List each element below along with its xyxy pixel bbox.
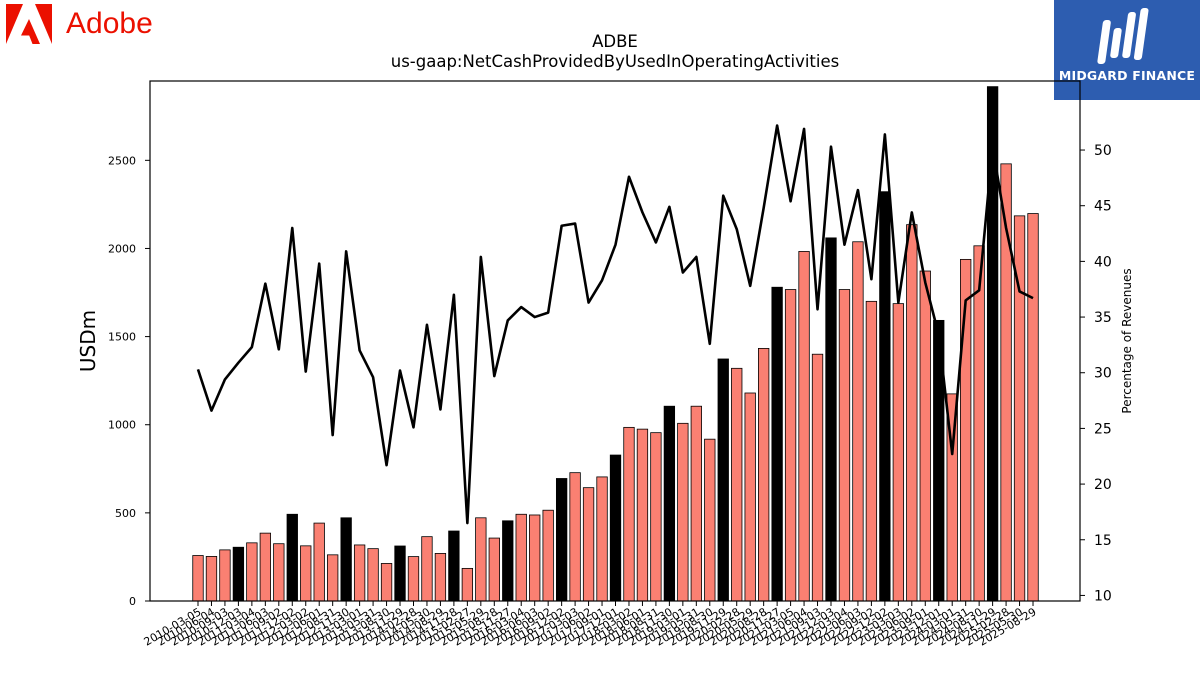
y-tick-label: 2500 <box>108 154 136 167</box>
y-axis-label: USDm <box>76 310 100 372</box>
quarter-bar <box>300 545 312 602</box>
y2-tick-label: 20 <box>1094 477 1112 493</box>
quarter-bar <box>461 567 474 602</box>
quarter-bar <box>892 303 904 602</box>
quarter-bar <box>758 347 770 602</box>
quarter-bar <box>219 549 231 602</box>
quarter-bar <box>798 251 810 602</box>
quarter-bar <box>704 438 716 602</box>
quarter-bar <box>690 405 702 602</box>
quarter-bar <box>273 543 285 602</box>
quarter-bar <box>650 432 662 602</box>
midgard-finance-badge: MIDGARD FINANCE <box>1054 0 1200 100</box>
quarter-bar <box>488 537 500 602</box>
y2-tick-label: 45 <box>1094 199 1112 215</box>
quarter-bar <box>852 241 864 602</box>
quarter-bar <box>407 556 420 602</box>
fiscal-year-bar <box>502 520 514 602</box>
quarter-bar <box>1027 213 1039 602</box>
quarter-bar <box>246 542 258 602</box>
y2-tick-label: 25 <box>1094 421 1112 437</box>
y2-tick-label: 35 <box>1094 310 1112 326</box>
quarter-bar <box>677 422 689 602</box>
quarter-bar <box>744 392 756 602</box>
quarter-bar <box>569 472 581 602</box>
quarter-bar <box>327 554 339 602</box>
quarter-bar <box>906 224 918 602</box>
adobe-brand: Adobe <box>6 4 153 44</box>
fiscal-year-bar <box>717 358 729 602</box>
quarter-bar <box>313 522 325 602</box>
quarter-bar <box>434 553 447 602</box>
fiscal-year-bar <box>394 545 406 602</box>
fiscal-year-bar <box>663 405 676 602</box>
quarter-bar <box>259 532 271 602</box>
quarter-bar <box>731 367 743 602</box>
chart-subtitle: us-gaap:NetCashProvidedByUsedInOperating… <box>390 52 840 71</box>
fiscal-year-bar <box>879 191 891 602</box>
midgard-logo-icon <box>1097 8 1149 64</box>
quarter-bar <box>542 509 554 602</box>
y2-axis-label: Percentage of Revenues <box>1120 268 1134 413</box>
chart-title: ADBE <box>592 32 638 51</box>
quarter-bar <box>784 289 797 602</box>
quarter-bar <box>421 536 433 602</box>
y-tick-label: 1000 <box>108 419 136 432</box>
quarter-bar <box>380 563 393 602</box>
y2-tick-label: 50 <box>1094 143 1112 159</box>
quarter-bar <box>582 487 595 602</box>
quarter-bar <box>623 426 635 602</box>
y-tick-label: 2000 <box>108 242 136 255</box>
quarter-bar <box>529 514 541 602</box>
fiscal-year-bar <box>555 478 568 602</box>
quarter-bar <box>636 428 649 602</box>
quarter-bar <box>973 245 985 602</box>
plot-frame <box>149 80 1081 602</box>
y2-tick-label: 30 <box>1094 366 1112 382</box>
fiscal-year-bar <box>825 237 837 602</box>
fiscal-year-bar <box>232 546 245 602</box>
quarter-bar <box>811 353 824 602</box>
quarter-bar <box>353 544 366 602</box>
quarter-bar <box>515 513 527 602</box>
y-tick-label: 1500 <box>108 331 136 344</box>
y-tick-label: 0 <box>129 595 136 608</box>
percentage-line <box>196 124 1034 525</box>
quarter-bar <box>205 556 218 602</box>
quarter-bar <box>596 476 608 602</box>
brand-name: Adobe <box>66 7 153 40</box>
fiscal-year-bar <box>340 517 352 602</box>
y2-tick-label: 40 <box>1094 254 1112 270</box>
badge-text: MIDGARD FINANCE <box>1058 68 1196 83</box>
fiscal-year-bar <box>771 286 783 602</box>
quarter-bar <box>838 289 851 602</box>
quarter-bar <box>919 270 931 602</box>
quarter-bar <box>475 517 487 602</box>
fiscal-year-bar <box>609 454 622 602</box>
fiscal-year-bar <box>286 513 298 602</box>
quarter-bar <box>192 555 204 602</box>
quarter-bar <box>865 300 878 602</box>
quarter-bar <box>367 548 379 602</box>
y2-tick-label: 10 <box>1094 588 1112 604</box>
fiscal-year-bar <box>448 530 460 602</box>
y-tick-label: 500 <box>115 507 136 520</box>
y2-tick-label: 15 <box>1094 533 1112 549</box>
adobe-logo-icon <box>6 4 52 44</box>
